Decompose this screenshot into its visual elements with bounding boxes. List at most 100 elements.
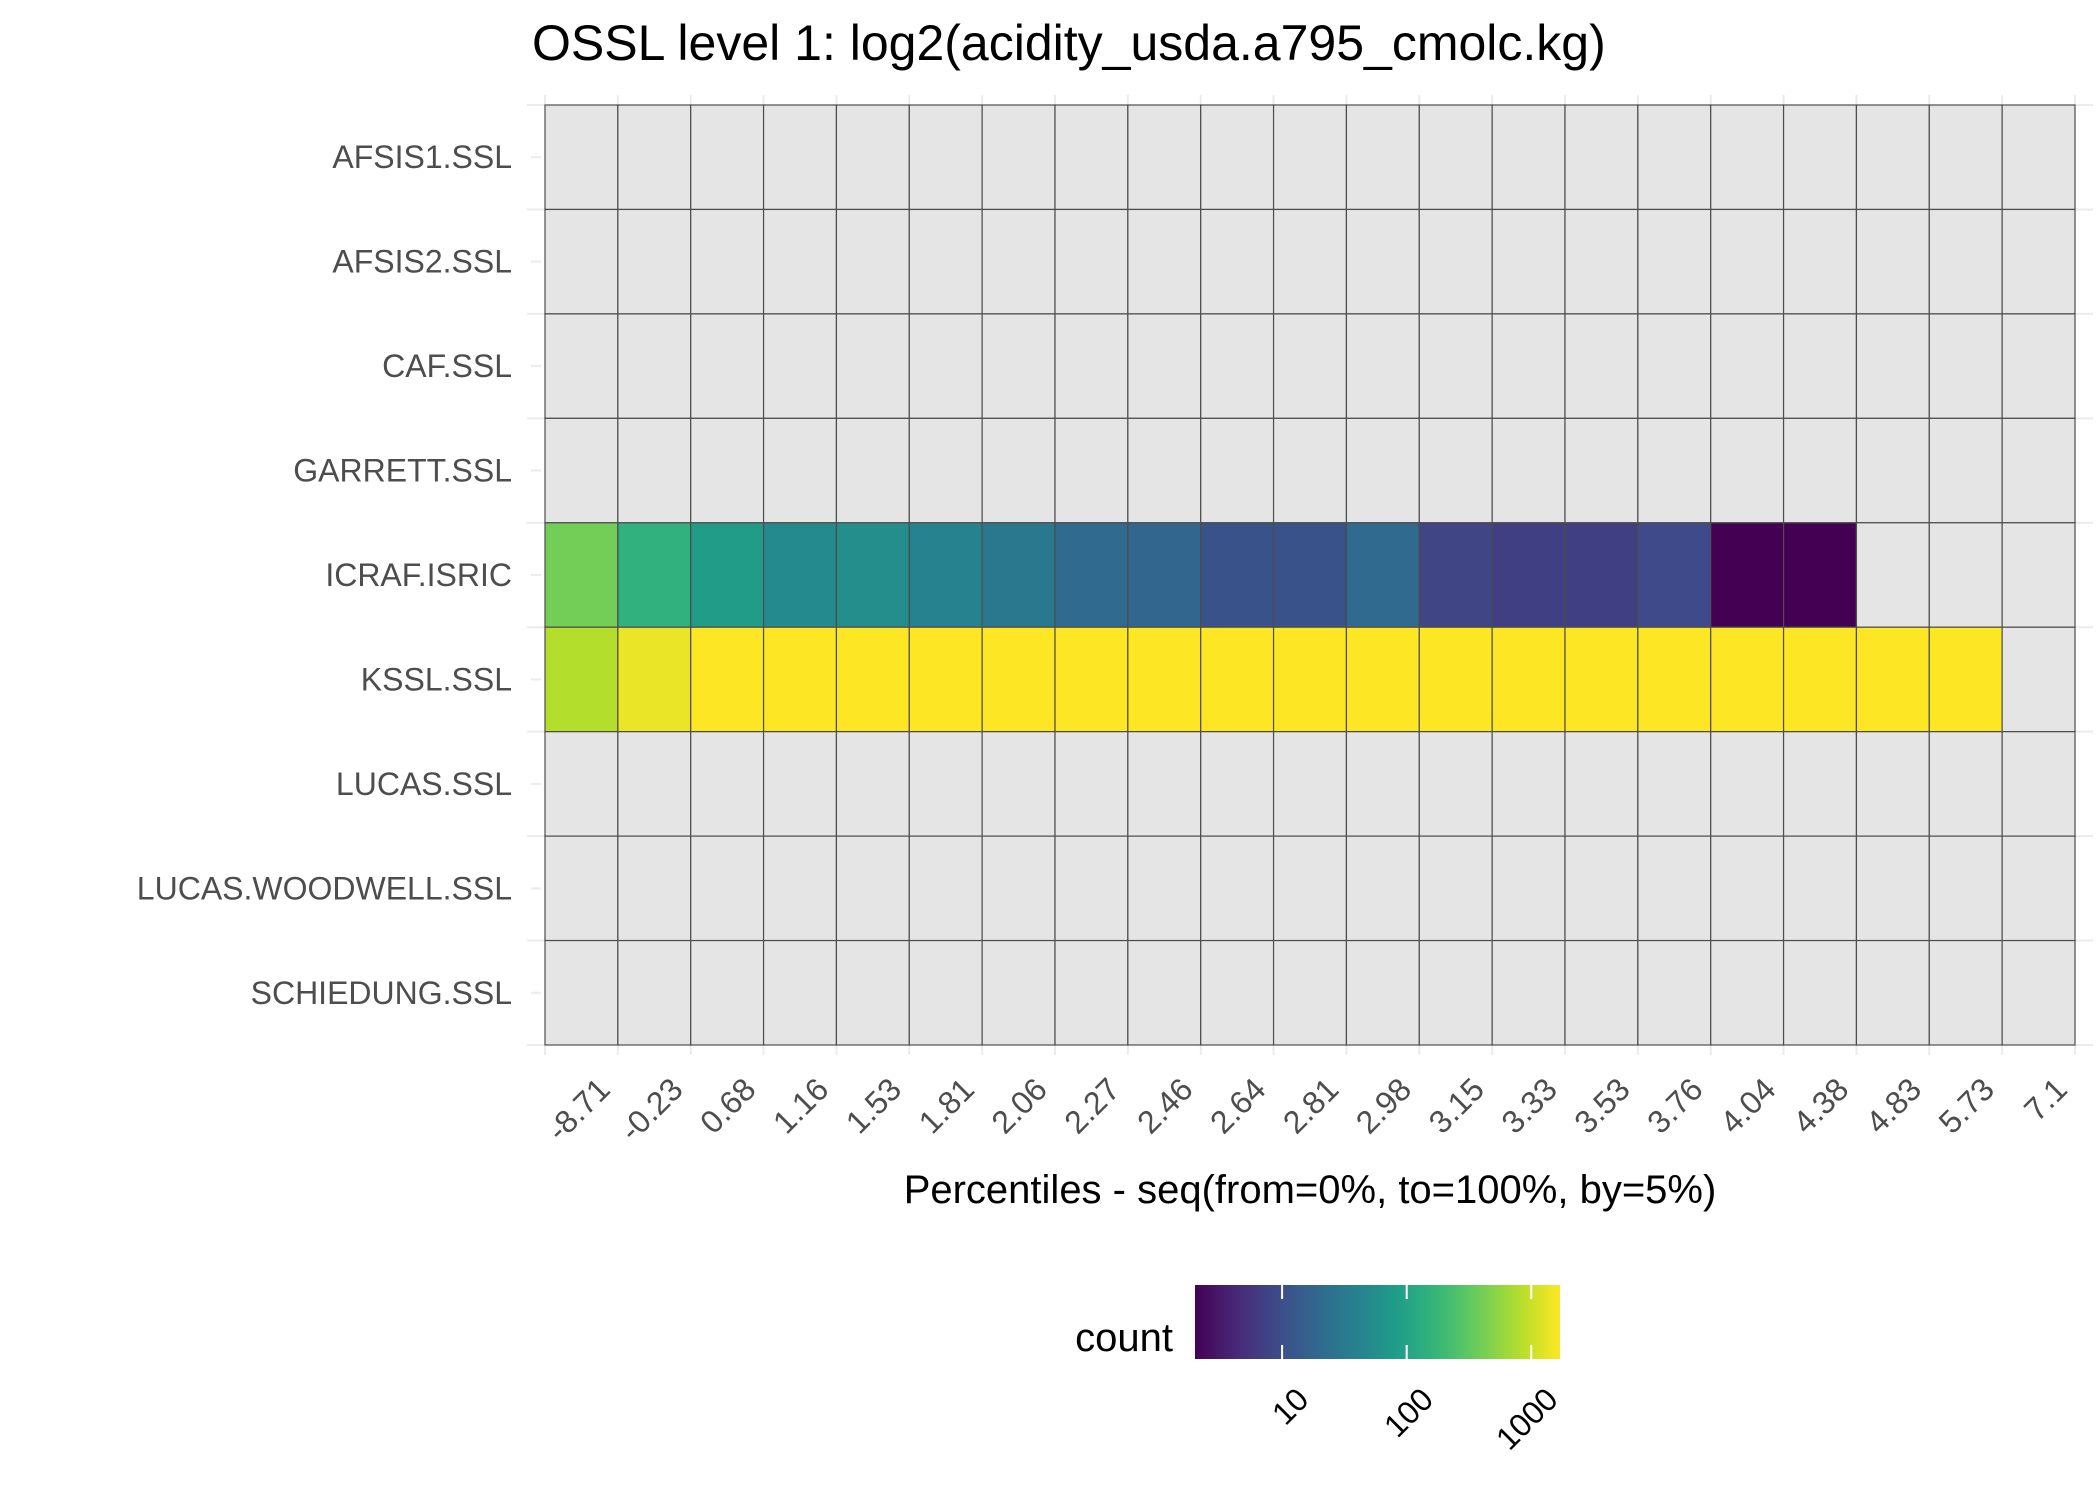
- heatmap-cell: [1928, 313, 2003, 419]
- x-tick-label: 2.64: [1203, 1071, 1272, 1140]
- heatmap-cell: [1491, 208, 1566, 315]
- heatmap-cell: [981, 208, 1056, 315]
- heatmap-cell: [1855, 626, 1930, 733]
- heatmap-cell: [835, 104, 910, 211]
- heatmap-cell: [617, 731, 692, 837]
- heatmap-cell: [1345, 104, 1420, 211]
- heatmap-cell: [544, 731, 619, 837]
- heatmap-cell: [1637, 313, 1712, 419]
- heatmap-cell: [1710, 313, 1785, 419]
- heatmap-cell: [1782, 626, 1858, 733]
- heatmap-cell: [1054, 417, 1129, 524]
- heatmap-cell: [1855, 939, 1930, 1046]
- heatmap-cell: [1272, 939, 1348, 1046]
- heatmap-cell: [617, 104, 692, 211]
- heatmap-cell: [544, 208, 619, 315]
- heatmap-cell: [690, 626, 765, 733]
- x-tick-label: 2.06: [984, 1071, 1053, 1140]
- heatmap-cell: [1200, 835, 1275, 942]
- heatmap-cell: [981, 104, 1056, 211]
- heatmap-cell: [1855, 208, 1930, 315]
- x-tick-label: 2.46: [1130, 1071, 1199, 1140]
- heatmap-cell: [1928, 731, 2003, 837]
- legend-tick-label: 10: [1265, 1381, 1316, 1432]
- heatmap-cell: [1491, 626, 1566, 733]
- heatmap-cell: [1710, 104, 1785, 211]
- heatmap-cell: [1272, 208, 1348, 315]
- heatmap-cell: [2001, 313, 2076, 419]
- heatmap-cell: [1272, 731, 1348, 837]
- x-tick-label: 5.73: [1932, 1071, 2001, 1140]
- y-tick-label: ICRAF.ISRIC: [325, 557, 512, 593]
- heatmap-cell: [1491, 104, 1566, 211]
- heatmap-cell: [1054, 208, 1129, 315]
- heatmap-cell: [1200, 313, 1275, 419]
- legend-colorbar: [1195, 1285, 1560, 1359]
- heatmap-cell: [1637, 208, 1712, 315]
- heatmap-cell: [908, 626, 983, 733]
- heatmap-cell: [1782, 939, 1858, 1046]
- heatmap-cell: [908, 731, 983, 837]
- heatmap-cell: [981, 522, 1056, 628]
- heatmap-cell: [1564, 835, 1639, 942]
- heatmap-cell: [1491, 731, 1566, 837]
- heatmap-cell: [1637, 104, 1712, 211]
- heatmap-cell: [762, 104, 838, 211]
- heatmap-cell: [1345, 626, 1420, 733]
- heatmap-cell: [1272, 522, 1348, 628]
- heatmap-cell: [1564, 731, 1639, 837]
- heatmap-cell: [1345, 939, 1420, 1046]
- heatmap-cell: [2001, 731, 2076, 837]
- heatmap-cell: [617, 208, 692, 315]
- heatmap-cell: [1345, 731, 1420, 837]
- heatmap-cell: [1855, 522, 1930, 628]
- heatmap-cell: [1345, 208, 1420, 315]
- heatmap-cell: [835, 835, 910, 942]
- heatmap-cell: [908, 417, 983, 524]
- heatmap-cell: [981, 939, 1056, 1046]
- heatmap-cell: [981, 835, 1056, 942]
- heatmap-cell: [1928, 208, 2003, 315]
- heatmap-cell: [1637, 939, 1712, 1046]
- x-tick-label: 0.68: [693, 1071, 762, 1140]
- heatmap-cell: [1855, 104, 1930, 211]
- heatmap-cell: [1272, 104, 1348, 211]
- heatmap-cell: [1272, 835, 1348, 942]
- x-tick-label: 2.98: [1349, 1071, 1418, 1140]
- heatmap-cell: [1710, 626, 1785, 733]
- heatmap-cell: [2001, 208, 2076, 315]
- heatmap-cell: [617, 417, 692, 524]
- heatmap-cell: [1855, 313, 1930, 419]
- heatmap-cell: [1928, 939, 2003, 1046]
- heatmap-cell: [1855, 417, 1930, 524]
- heatmap-cell: [1200, 208, 1275, 315]
- heatmap-cell: [690, 522, 765, 628]
- x-tick-label: -8.71: [540, 1071, 617, 1148]
- heatmap-cell: [617, 626, 692, 733]
- heatmap-cell: [835, 731, 910, 837]
- heatmap-cell: [1054, 939, 1129, 1046]
- heatmap-cell: [1127, 313, 1202, 419]
- heatmap-cell: [1127, 626, 1202, 733]
- heatmap-cell: [1054, 731, 1129, 837]
- heatmap-cell: [544, 939, 619, 1046]
- heatmap-cell: [1564, 522, 1639, 628]
- heatmap-cell: [1928, 104, 2003, 211]
- heatmap-cell: [762, 626, 838, 733]
- y-tick-label: LUCAS.WOODWELL.SSL: [137, 870, 512, 906]
- heatmap-cell: [908, 835, 983, 942]
- heatmap-cell: [544, 522, 619, 628]
- heatmap-cell: [1054, 522, 1129, 628]
- heatmap-cell: [1200, 522, 1275, 628]
- legend-title: count: [1075, 1316, 1173, 1360]
- heatmap-cell: [1782, 313, 1858, 419]
- heatmap-cell: [1054, 626, 1129, 733]
- heatmap-cell: [1272, 417, 1348, 524]
- heatmap-cell: [1345, 417, 1420, 524]
- y-tick-label: GARRETT.SSL: [293, 453, 512, 489]
- heatmap-cell: [1928, 626, 2003, 733]
- y-tick-label: CAF.SSL: [382, 348, 512, 384]
- heatmap-cell: [1127, 104, 1202, 211]
- heatmap-cell: [762, 939, 838, 1046]
- heatmap-cell: [617, 835, 692, 942]
